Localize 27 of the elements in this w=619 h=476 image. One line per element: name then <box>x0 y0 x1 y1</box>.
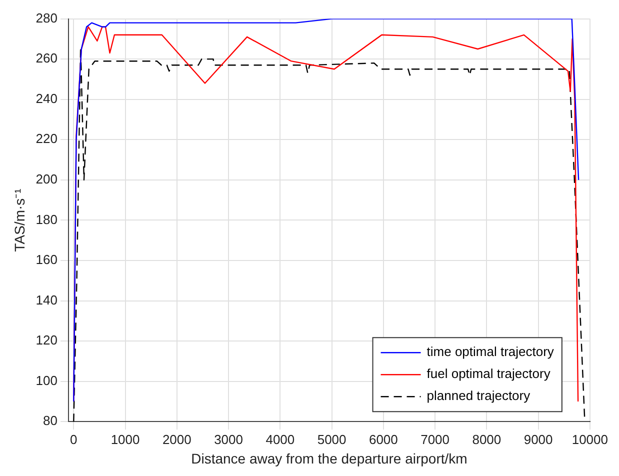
y-tick-label: 220 <box>36 131 58 146</box>
x-tick-label: 7000 <box>420 432 450 447</box>
x-tick-label: 4000 <box>266 432 295 447</box>
x-tick-label: 9000 <box>524 432 553 447</box>
y-tick-label: 240 <box>36 90 58 106</box>
x-tick-label: 0 <box>70 432 78 447</box>
y-tick-label: 100 <box>36 372 58 388</box>
y-tick-label: 120 <box>36 332 58 348</box>
y-axis-title: TAS/m·s⁻¹ <box>11 188 28 252</box>
legend-label: time optimal trajectory <box>426 344 554 360</box>
y-tick-label: 260 <box>36 50 58 66</box>
x-tick-label: 2000 <box>162 432 192 447</box>
x-tick-label: 3000 <box>214 432 243 447</box>
y-tick-label: 200 <box>36 172 58 186</box>
x-tick-label: 5000 <box>317 432 346 447</box>
x-tick-label: 10000 <box>572 432 608 447</box>
y-tick-label: 280 <box>36 10 58 26</box>
y-tick-label: 160 <box>36 252 58 268</box>
y-tick-label: 140 <box>36 292 58 308</box>
y-tick-label: 180 <box>36 212 58 227</box>
y-tick-label: 80 <box>43 413 58 428</box>
x-axis-title: Distance away from the departure airport/km <box>191 450 468 466</box>
x-tick-label: 8000 <box>472 432 502 447</box>
legend-label: planned trajectory <box>426 388 531 404</box>
x-tick-label: 6000 <box>368 432 398 447</box>
legend-label: fuel optimal trajectory <box>426 366 551 382</box>
x-tick-label: 1000 <box>110 432 140 447</box>
